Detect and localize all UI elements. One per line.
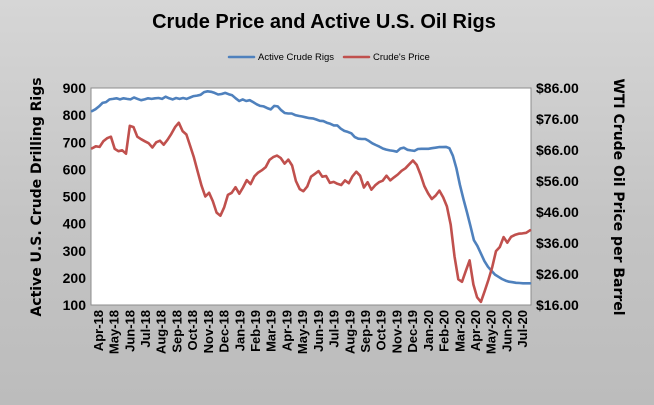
- legend: Active Crude Rigs Crude's Price: [227, 52, 430, 63]
- x-tick-label: Dec-19: [405, 310, 420, 353]
- x-tick-label: Feb-20: [437, 310, 452, 352]
- y2-tick-label: $26.00: [536, 266, 579, 282]
- y2-tick-label: $36.00: [536, 235, 579, 251]
- y2-tick-label: $46.00: [536, 204, 579, 220]
- x-tick-label: Dec-18: [217, 310, 232, 353]
- x-tick-label: May-19: [295, 310, 310, 354]
- series-lines: [90, 90, 532, 304]
- y-tick-label: 300: [63, 243, 87, 259]
- y2-tick-label: $66.00: [536, 142, 579, 158]
- y2-axis-title: WTI Crude Oil Price per Barrel: [610, 78, 626, 315]
- x-tick-label: Aug-19: [342, 310, 357, 354]
- y-tick-label: 600: [63, 161, 87, 177]
- x-axis-ticks: Apr-18 May-18 Jun-18 Jul-18 Aug-18 Sep-18 Oct-…: [91, 310, 530, 354]
- x-tick-label: Jun-18: [122, 310, 137, 352]
- y2-tick-label: $16.00: [536, 297, 579, 313]
- y2-tick-label: $86.00: [536, 80, 579, 96]
- left-axis-ticks: 100 200 300 400 500 600 700 800 900: [63, 80, 87, 313]
- chart-title: Crude Price and Active U.S. Oil Rigs: [152, 11, 496, 33]
- x-tick-label: Oct-18: [185, 310, 200, 350]
- x-tick-label: Jun-20: [499, 310, 514, 352]
- legend-label-price: Crude's Price: [373, 52, 430, 63]
- y-tick-label: 400: [63, 216, 87, 232]
- x-tick-label: Aug-18: [154, 310, 169, 354]
- y-tick-label: 700: [63, 134, 87, 150]
- x-tick-label: Apr-18: [91, 310, 106, 351]
- x-tick-label: Apr-19: [279, 310, 294, 351]
- x-tick-label: Mar-20: [452, 310, 467, 352]
- y-tick-label: 200: [63, 270, 87, 286]
- x-tick-label: Jul-18: [138, 310, 153, 348]
- x-tick-label: Oct-19: [374, 310, 389, 350]
- x-tick-label: Jul-20: [515, 310, 530, 348]
- x-tick-label: Jun-19: [311, 310, 326, 352]
- x-tick-label: Nov-18: [201, 310, 216, 353]
- y-tick-label: 900: [63, 80, 87, 96]
- x-tick-label: Jan-19: [232, 310, 247, 351]
- series-line-rigs: [90, 90, 532, 285]
- y-tick-label: 100: [63, 297, 87, 313]
- y-tick-label: 500: [63, 189, 87, 205]
- x-tick-label: Jan-20: [421, 310, 436, 351]
- x-tick-label: May-18: [107, 310, 122, 354]
- x-tick-label: Apr-20: [468, 310, 483, 351]
- legend-label-rigs: Active Crude Rigs: [258, 52, 334, 63]
- y2-tick-label: $56.00: [536, 173, 579, 189]
- x-tick-label: Sep-18: [169, 310, 184, 353]
- x-tick-label: Nov-19: [389, 310, 404, 353]
- x-tick-label: Jul-19: [327, 310, 342, 348]
- y2-tick-label: $76.00: [536, 111, 579, 127]
- y-tick-label: 800: [63, 107, 87, 123]
- x-tick-label: Sep-19: [358, 310, 373, 353]
- x-tick-label: May-20: [484, 310, 499, 354]
- series-line-price: [90, 121, 532, 304]
- x-tick-label: Feb-19: [248, 310, 263, 352]
- y-axis-title: Active U.S. Crude Drilling Rigs: [29, 77, 45, 316]
- x-tick-label: Mar-19: [264, 310, 279, 352]
- right-axis-ticks: $16.00 $26.00 $36.00 $46.00 $56.00 $66.00 $76.…: [536, 80, 579, 313]
